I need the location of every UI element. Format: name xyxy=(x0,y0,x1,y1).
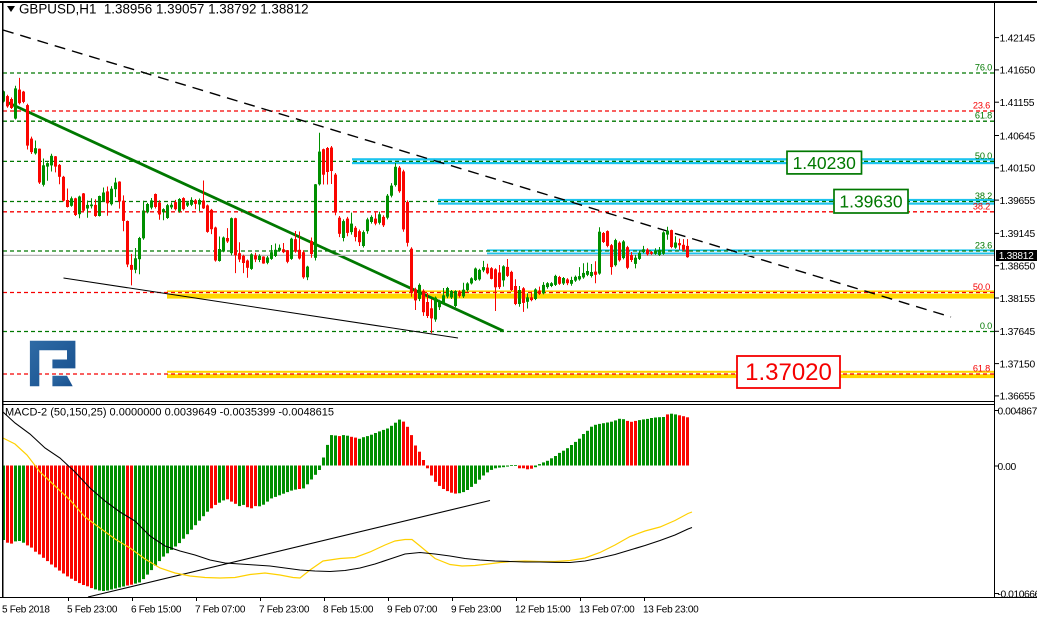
svg-text:1.41155: 1.41155 xyxy=(1000,98,1035,109)
svg-text:61.8: 61.8 xyxy=(973,364,990,374)
svg-text:GBPUSD,H1 1.38956 1.39057 1.3: GBPUSD,H1 1.38956 1.39057 1.38792 1.3881… xyxy=(19,2,309,17)
svg-text:8 Feb 15:00: 8 Feb 15:00 xyxy=(323,605,374,616)
svg-text:12 Feb 15:00: 12 Feb 15:00 xyxy=(515,605,571,616)
svg-text:23.6: 23.6 xyxy=(973,101,990,111)
svg-text:76.0: 76.0 xyxy=(975,63,992,73)
svg-text:MACD-2 (50,150,25) 0.0000000 0: MACD-2 (50,150,25) 0.0000000 0.0039649 -… xyxy=(5,407,334,419)
svg-text:-0.0106664: -0.0106664 xyxy=(998,589,1037,600)
svg-text:13 Feb 07:00: 13 Feb 07:00 xyxy=(579,605,635,616)
svg-text:1.37645: 1.37645 xyxy=(1000,327,1036,338)
svg-text:50.0: 50.0 xyxy=(975,151,992,161)
svg-text:1.40150: 1.40150 xyxy=(1000,164,1036,175)
svg-text:5 Feb 23:00: 5 Feb 23:00 xyxy=(67,605,118,616)
svg-text:7 Feb 23:00: 7 Feb 23:00 xyxy=(259,605,310,616)
svg-text:0.0: 0.0 xyxy=(980,321,992,331)
svg-text:1.37150: 1.37150 xyxy=(1000,359,1036,370)
svg-text:1.38155: 1.38155 xyxy=(1000,294,1036,305)
svg-text:7 Feb 07:00: 7 Feb 07:00 xyxy=(195,605,246,616)
svg-text:9 Feb 07:00: 9 Feb 07:00 xyxy=(387,605,438,616)
svg-text:1.39145: 1.39145 xyxy=(1000,229,1036,240)
svg-text:6 Feb 15:00: 6 Feb 15:00 xyxy=(131,605,182,616)
svg-text:5 Feb 2018: 5 Feb 2018 xyxy=(2,605,50,616)
svg-text:1.40645: 1.40645 xyxy=(1000,131,1036,142)
svg-text:1.36655: 1.36655 xyxy=(1000,392,1036,403)
svg-text:9 Feb 23:00: 9 Feb 23:00 xyxy=(451,605,502,616)
svg-text:0.00486747: 0.00486747 xyxy=(998,406,1037,417)
svg-text:1.42145: 1.42145 xyxy=(1000,33,1036,44)
svg-text:23.6: 23.6 xyxy=(975,241,992,251)
svg-text:1.41650: 1.41650 xyxy=(1000,66,1036,77)
svg-text:38.2: 38.2 xyxy=(973,201,990,211)
svg-text:1.38650: 1.38650 xyxy=(1000,262,1036,273)
svg-text:1.38812: 1.38812 xyxy=(999,251,1034,262)
svg-text:1.39630: 1.39630 xyxy=(839,192,903,212)
svg-text:13 Feb 23:00: 13 Feb 23:00 xyxy=(643,605,699,616)
svg-text:61.8: 61.8 xyxy=(975,111,992,121)
svg-text:1.37020: 1.37020 xyxy=(745,359,832,386)
svg-text:50.0: 50.0 xyxy=(973,282,990,292)
svg-text:1.40230: 1.40230 xyxy=(793,153,857,173)
svg-text:38.2: 38.2 xyxy=(975,191,992,201)
svg-text:0.00: 0.00 xyxy=(998,462,1017,473)
svg-text:1.39655: 1.39655 xyxy=(1000,196,1036,207)
